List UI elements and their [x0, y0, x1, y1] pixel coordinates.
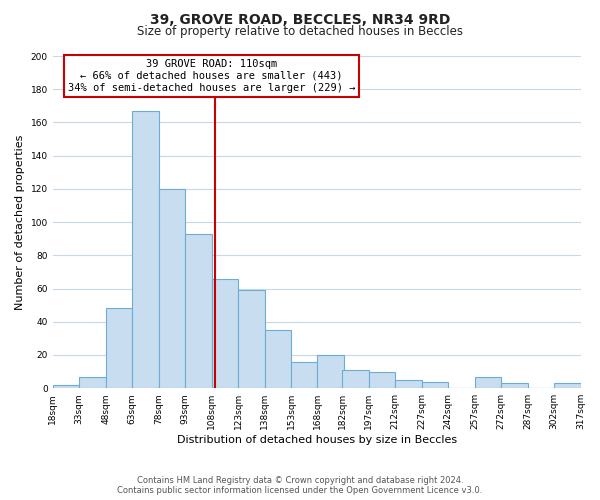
Bar: [475, 376, 501, 388]
Bar: [368, 372, 395, 388]
Bar: [395, 380, 422, 388]
Bar: [185, 234, 212, 388]
Bar: [132, 111, 158, 388]
Text: 39 GROVE ROAD: 110sqm
← 66% of detached houses are smaller (443)
34% of semi-det: 39 GROVE ROAD: 110sqm ← 66% of detached …: [68, 60, 355, 92]
Bar: [53, 385, 79, 388]
Bar: [79, 376, 106, 388]
Y-axis label: Number of detached properties: Number of detached properties: [15, 134, 25, 310]
Bar: [212, 278, 238, 388]
Text: 39, GROVE ROAD, BECCLES, NR34 9RD: 39, GROVE ROAD, BECCLES, NR34 9RD: [150, 12, 450, 26]
Bar: [342, 370, 368, 388]
Bar: [554, 383, 581, 388]
Bar: [158, 189, 185, 388]
Bar: [106, 308, 132, 388]
Bar: [422, 382, 448, 388]
Bar: [317, 355, 344, 388]
Text: Contains HM Land Registry data © Crown copyright and database right 2024.
Contai: Contains HM Land Registry data © Crown c…: [118, 476, 482, 495]
X-axis label: Distribution of detached houses by size in Beccles: Distribution of detached houses by size …: [176, 435, 457, 445]
Bar: [501, 383, 527, 388]
Text: Size of property relative to detached houses in Beccles: Size of property relative to detached ho…: [137, 25, 463, 38]
Bar: [238, 290, 265, 388]
Bar: [265, 330, 291, 388]
Bar: [291, 362, 317, 388]
